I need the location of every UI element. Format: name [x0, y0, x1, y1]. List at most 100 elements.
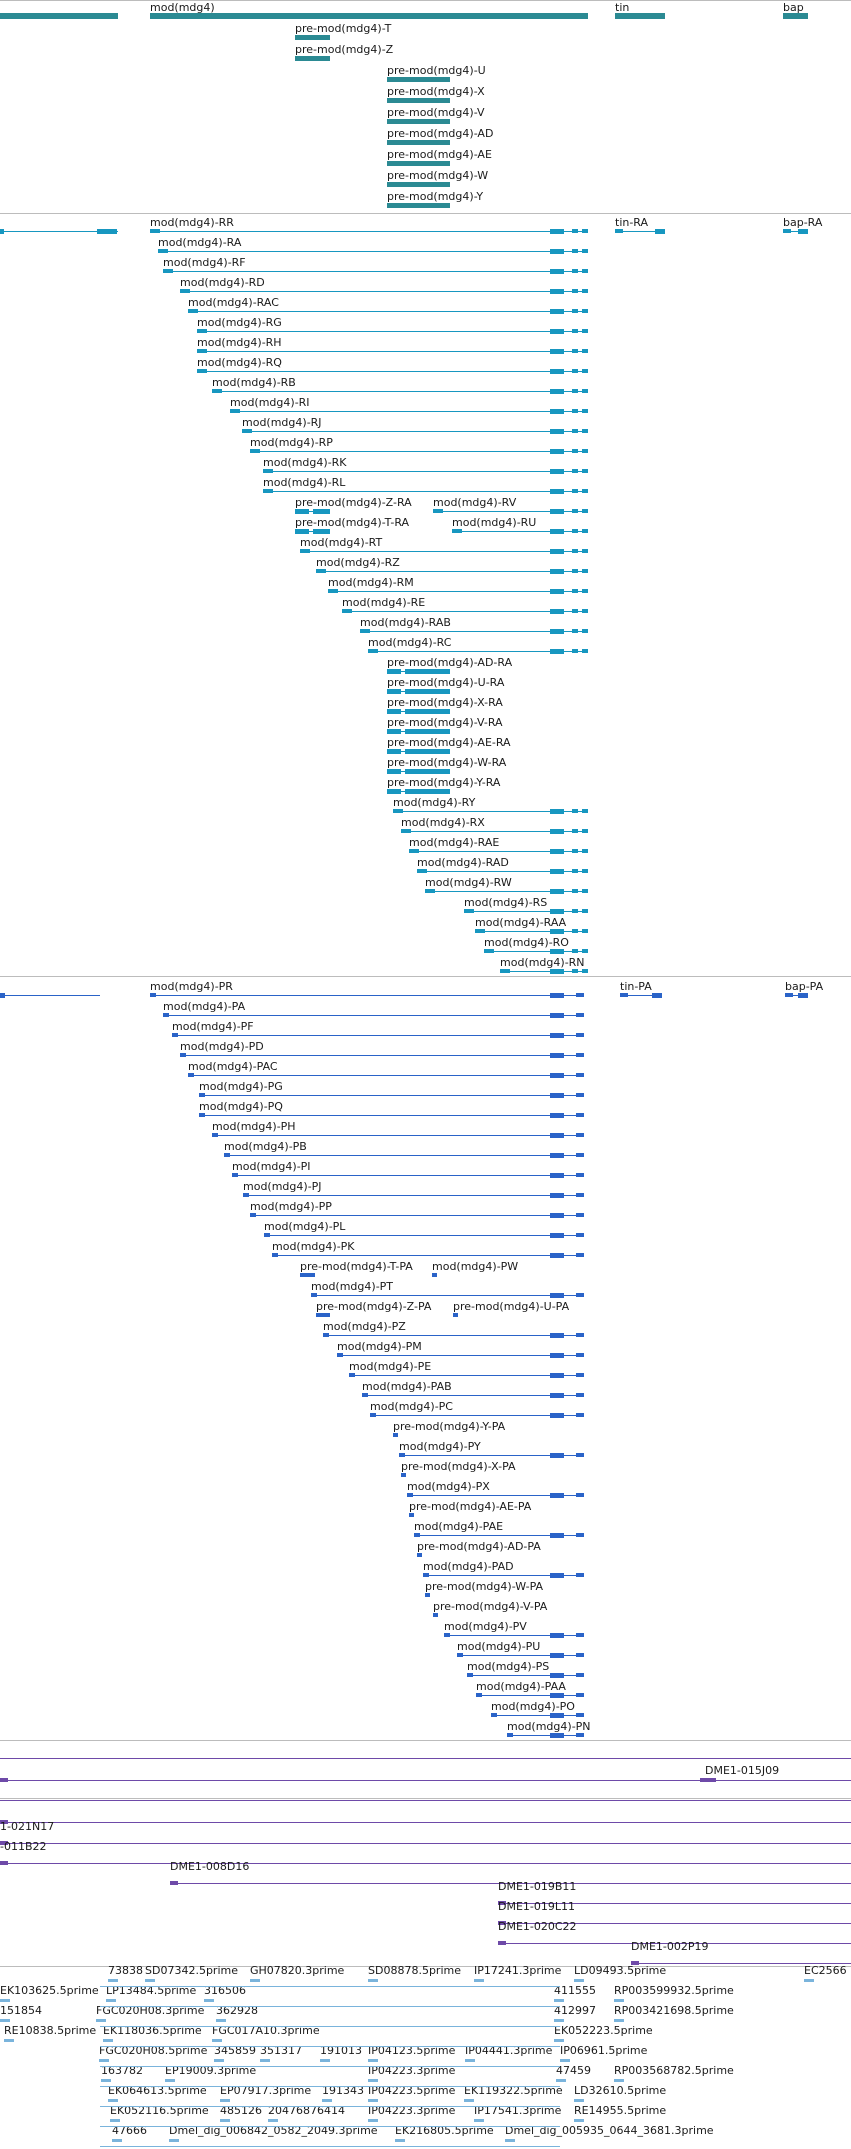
protein-label[interactable]: pre-mod(mdg4)-V-PA	[433, 1600, 548, 1613]
transcript-label[interactable]: mod(mdg4)-RD	[180, 276, 265, 289]
transcript-label[interactable]: mod(mdg4)-RP	[250, 436, 333, 449]
protein-label[interactable]: mod(mdg4)-PM	[337, 1340, 422, 1353]
est-label[interactable]: EP19009.3prime	[165, 2064, 257, 2077]
est-label[interactable]: 151854	[0, 2004, 42, 2017]
transcript-label[interactable]: mod(mdg4)-RAC	[188, 296, 279, 309]
transcript-label[interactable]: mod(mdg4)-RL	[263, 476, 346, 489]
gene-label[interactable]: pre-mod(mdg4)-Y	[387, 190, 484, 203]
gene-label[interactable]: pre-mod(mdg4)-V	[387, 106, 485, 119]
transcript-label[interactable]: pre-mod(mdg4)-T-RA	[295, 516, 410, 529]
clone-label[interactable]: 1-021N17	[0, 1820, 55, 1833]
protein-label[interactable]: mod(mdg4)-PAC	[188, 1060, 278, 1073]
gene-label[interactable]: pre-mod(mdg4)-Z	[295, 43, 394, 56]
est-label[interactable]: SD07342.5prime	[145, 1964, 238, 1977]
est-label[interactable]: RE10838.5prime	[4, 2024, 97, 2037]
protein-label[interactable]: pre-mod(mdg4)-W-PA	[425, 1580, 544, 1593]
est-label[interactable]: RP003421698.5prime	[614, 2004, 734, 2017]
gene-label[interactable]: pre-mod(mdg4)-U	[387, 64, 486, 77]
transcript-label[interactable]: pre-mod(mdg4)-X-RA	[387, 696, 503, 709]
est-label[interactable]: 191013	[320, 2044, 362, 2057]
est-label[interactable]: EK103625.5prime	[0, 1984, 99, 1997]
est-label[interactable]: IP06961.5prime	[560, 2044, 648, 2057]
transcript-label[interactable]: mod(mdg4)-RA	[158, 236, 242, 249]
est-label[interactable]: EK118036.5prime	[103, 2024, 202, 2037]
est-label[interactable]: 412997	[554, 2004, 596, 2017]
est-label[interactable]: 20476876414	[268, 2104, 345, 2117]
est-label[interactable]: RE14955.5prime	[574, 2104, 667, 2117]
transcript-label[interactable]: mod(mdg4)-RB	[212, 376, 296, 389]
est-label[interactable]: LD09493.5prime	[574, 1964, 667, 1977]
protein-label[interactable]: mod(mdg4)-PI	[232, 1160, 311, 1173]
transcript-label[interactable]: tin-RA	[615, 216, 649, 229]
protein-label[interactable]: pre-mod(mdg4)-Y-PA	[393, 1420, 506, 1433]
transcript-label[interactable]: mod(mdg4)-RAD	[417, 856, 509, 869]
protein-label[interactable]: mod(mdg4)-PJ	[243, 1180, 322, 1193]
transcript-label[interactable]: mod(mdg4)-RM	[328, 576, 414, 589]
protein-label[interactable]: mod(mdg4)-PK	[272, 1240, 355, 1253]
transcript-label[interactable]: mod(mdg4)-RY	[393, 796, 476, 809]
protein-label[interactable]: mod(mdg4)-PX	[407, 1480, 490, 1493]
est-label[interactable]: 362928	[216, 2004, 258, 2017]
protein-label[interactable]: mod(mdg4)-PF	[172, 1020, 254, 1033]
transcript-label[interactable]: mod(mdg4)-RAB	[360, 616, 451, 629]
est-label[interactable]: IP04223.5prime	[368, 2084, 456, 2097]
est-label[interactable]: 316506	[204, 1984, 246, 1997]
est-label[interactable]: EK064613.5prime	[108, 2084, 207, 2097]
protein-label[interactable]: mod(mdg4)-PO	[491, 1700, 575, 1713]
protein-label[interactable]: pre-mod(mdg4)-T-PA	[300, 1260, 413, 1273]
est-label[interactable]: 47666	[112, 2124, 147, 2137]
est-label[interactable]: IP17541.3prime	[474, 2104, 562, 2117]
protein-label[interactable]: mod(mdg4)-PA	[163, 1000, 246, 1013]
gene-label[interactable]: bap	[783, 1, 804, 14]
protein-label[interactable]: mod(mdg4)-PB	[224, 1140, 307, 1153]
protein-label[interactable]: mod(mdg4)-PL	[264, 1220, 346, 1233]
transcript-label[interactable]: mod(mdg4)-RI	[230, 396, 310, 409]
protein-label[interactable]: mod(mdg4)-PW	[432, 1260, 519, 1273]
est-label[interactable]: IP04123.5prime	[368, 2044, 456, 2057]
gene-label[interactable]: mod(mdg4)	[150, 1, 215, 14]
clone-label[interactable]: DME1-019B11	[498, 1880, 577, 1893]
est-label[interactable]: Dmel_dig_005935_0644_3681.3prime	[505, 2124, 714, 2137]
transcript-label[interactable]: bap-RA	[783, 216, 823, 229]
est-label[interactable]: 163782	[101, 2064, 143, 2077]
protein-label[interactable]: mod(mdg4)-PS	[467, 1660, 550, 1673]
est-label[interactable]: EK216805.5prime	[395, 2124, 494, 2137]
transcript-label[interactable]: mod(mdg4)-RJ	[242, 416, 322, 429]
est-label[interactable]: LP13484.5prime	[106, 1984, 197, 1997]
transcript-label[interactable]: mod(mdg4)-RR	[150, 216, 234, 229]
protein-label[interactable]: mod(mdg4)-PD	[180, 1040, 264, 1053]
est-label[interactable]: IP04441.3prime	[465, 2044, 553, 2057]
est-label[interactable]: IP04223.3prime	[368, 2104, 456, 2117]
protein-label[interactable]: pre-mod(mdg4)-Z-PA	[316, 1300, 432, 1313]
protein-label[interactable]: mod(mdg4)-PV	[444, 1620, 527, 1633]
transcript-label[interactable]: mod(mdg4)-RO	[484, 936, 569, 949]
transcript-label[interactable]: mod(mdg4)-RAE	[409, 836, 500, 849]
gene-label[interactable]: pre-mod(mdg4)-X	[387, 85, 485, 98]
protein-label[interactable]: mod(mdg4)-PQ	[199, 1100, 283, 1113]
transcript-label[interactable]: pre-mod(mdg4)-Z-RA	[295, 496, 412, 509]
protein-label[interactable]: mod(mdg4)-PAA	[476, 1680, 566, 1693]
transcript-label[interactable]: mod(mdg4)-RU	[452, 516, 537, 529]
transcript-label[interactable]: mod(mdg4)-RW	[425, 876, 512, 889]
est-label[interactable]: LD32610.5prime	[574, 2084, 667, 2097]
transcript-label[interactable]: mod(mdg4)-RC	[368, 636, 452, 649]
protein-label[interactable]: mod(mdg4)-PN	[507, 1720, 591, 1733]
gene-label[interactable]: pre-mod(mdg4)-AD	[387, 127, 494, 140]
protein-label[interactable]: mod(mdg4)-PAE	[414, 1520, 504, 1533]
clone-label[interactable]: DME1-019L11	[498, 1900, 575, 1913]
protein-label[interactable]: mod(mdg4)-PH	[212, 1120, 296, 1133]
transcript-label[interactable]: mod(mdg4)-RK	[263, 456, 347, 469]
est-label[interactable]: GH07820.3prime	[250, 1964, 345, 1977]
protein-label[interactable]: pre-mod(mdg4)-X-PA	[401, 1460, 516, 1473]
transcript-label[interactable]: pre-mod(mdg4)-W-RA	[387, 756, 507, 769]
est-label[interactable]: IP04223.3prime	[368, 2064, 456, 2077]
protein-label[interactable]: tin-PA	[620, 980, 652, 993]
protein-label[interactable]: mod(mdg4)-PY	[399, 1440, 481, 1453]
est-label[interactable]: 351317	[260, 2044, 302, 2057]
transcript-label[interactable]: mod(mdg4)-RV	[433, 496, 517, 509]
protein-label[interactable]: mod(mdg4)-PR	[150, 980, 233, 993]
protein-label[interactable]: mod(mdg4)-PAB	[362, 1380, 452, 1393]
est-label[interactable]: EP07917.3prime	[220, 2084, 312, 2097]
est-label[interactable]: IP17241.3prime	[474, 1964, 562, 1977]
protein-label[interactable]: mod(mdg4)-PT	[311, 1280, 394, 1293]
